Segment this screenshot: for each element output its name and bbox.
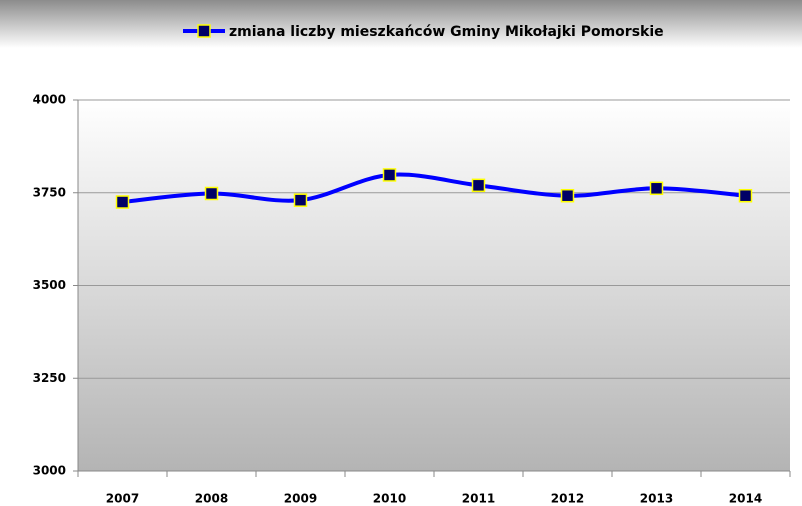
legend-label: zmiana liczby mieszkańców Gminy Mikołajk… (229, 24, 664, 40)
marker (560, 188, 575, 203)
marker (204, 186, 219, 201)
y-tick-label: 3000 (33, 464, 66, 478)
marker (471, 178, 486, 193)
y-tick-label: 3250 (33, 371, 66, 385)
x-tick-label: 2008 (195, 492, 228, 506)
marker (293, 193, 308, 207)
marker (738, 188, 753, 203)
marker (115, 195, 130, 209)
y-tick-label: 3500 (33, 278, 66, 292)
y-tick-label: 3750 (33, 185, 66, 199)
x-tick-label: 2009 (284, 492, 317, 506)
marker (382, 168, 397, 182)
x-tick-label: 2014 (729, 492, 762, 506)
y-tick-label: 4000 (33, 93, 66, 107)
legend-banner (0, 0, 802, 48)
x-tick-label: 2010 (373, 492, 406, 506)
x-tick-label: 2007 (106, 492, 139, 506)
marker (649, 181, 664, 196)
legend-marker (197, 24, 211, 38)
series-line (122, 172, 746, 205)
x-tick-label: 2011 (462, 492, 495, 506)
x-tick-label: 2012 (551, 492, 584, 506)
x-tick-label: 2013 (640, 492, 673, 506)
